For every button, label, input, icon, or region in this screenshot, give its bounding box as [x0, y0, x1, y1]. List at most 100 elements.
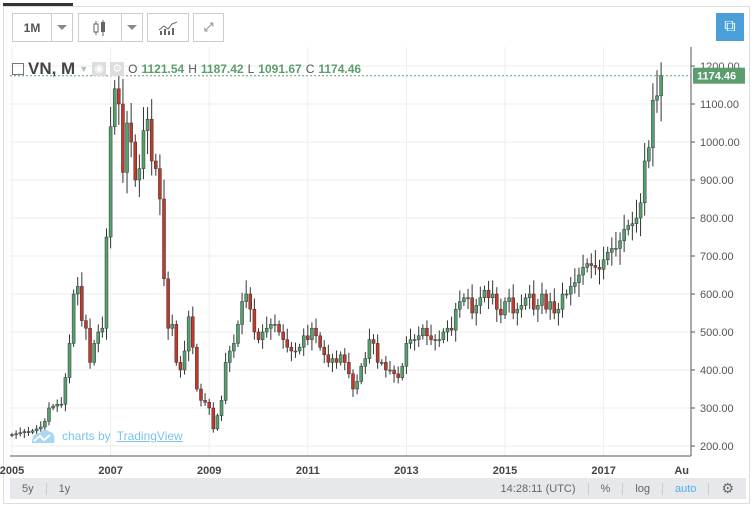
indicators-icon: [158, 21, 178, 35]
candle-body: [55, 403, 59, 407]
candle-body: [322, 346, 326, 356]
watermark-prefix: charts by: [62, 429, 111, 443]
candle-body: [178, 362, 183, 371]
candle-body: [182, 350, 187, 371]
candle-body: [34, 428, 39, 432]
candle-body: [593, 265, 598, 268]
candle-body: [634, 217, 639, 224]
tradingview-watermark[interactable]: charts by TradingView: [30, 427, 183, 445]
popout-button[interactable]: ⧉: [716, 13, 744, 41]
candle-body: [495, 293, 499, 310]
candle-body: [462, 297, 466, 302]
x-tick-label: 2013: [394, 465, 418, 477]
last-price-label: 1174.46: [697, 71, 736, 83]
tradingview-link[interactable]: TradingView: [116, 429, 183, 443]
percent-button[interactable]: %: [589, 482, 624, 495]
candle-body: [441, 331, 446, 340]
candle-body: [564, 293, 569, 296]
candle-body: [548, 301, 552, 310]
candle-body: [425, 327, 429, 337]
candle-body: [252, 308, 257, 333]
y-tick-label: 1100.00: [700, 99, 739, 111]
candle-body: [585, 263, 589, 268]
auto-button[interactable]: auto: [663, 482, 710, 495]
candle-body: [400, 365, 405, 378]
candle-body: [326, 354, 331, 363]
candlestick-icon: [93, 19, 105, 36]
candle-body: [490, 293, 495, 299]
candle-body: [18, 432, 22, 435]
candle-body: [195, 346, 199, 390]
tab-indicator: [3, 3, 73, 6]
candle-body: [14, 433, 18, 436]
candle-body: [503, 301, 507, 316]
candle-body: [256, 331, 261, 340]
candle-body: [240, 301, 244, 325]
candle-body: [605, 251, 610, 261]
x-tick-label: 2007: [98, 465, 122, 477]
low-label: L: [247, 62, 255, 76]
candle-body: [416, 335, 421, 340]
candle-body: [396, 373, 400, 378]
candle-body: [589, 263, 594, 266]
candle-body: [540, 293, 544, 306]
candle-body: [318, 335, 322, 348]
candle-body: [363, 358, 368, 367]
x-tick-label: 2009: [197, 465, 221, 477]
close-value: 1174.46: [318, 62, 362, 76]
candle-body: [162, 198, 166, 280]
clock-label: 14:28:11 (UTC): [489, 482, 589, 495]
chart-type-dropdown[interactable]: [121, 13, 143, 42]
candle-body: [277, 324, 281, 333]
indicators-button[interactable]: [147, 13, 189, 42]
candle-body: [244, 293, 248, 302]
candle-body: [297, 346, 302, 352]
range-1y-button[interactable]: 1y: [58, 482, 71, 495]
candle-body: [191, 316, 195, 348]
candle-body: [104, 236, 109, 329]
interval-label: 1M: [23, 20, 41, 35]
candle-body: [174, 324, 179, 363]
candle-body: [211, 407, 216, 430]
candle-body: [223, 362, 228, 401]
candle-body: [655, 95, 659, 101]
y-tick-label: 300.00: [700, 403, 734, 415]
symbol-menu-icon[interactable]: ▼: [79, 64, 89, 74]
candle-body: [236, 324, 240, 344]
candle-body: [601, 259, 606, 270]
candle-body: [154, 160, 158, 169]
candle-body: [338, 354, 343, 363]
candle-body: [421, 327, 425, 337]
candle-body: [614, 248, 618, 250]
collapse-icon[interactable]: [12, 63, 24, 75]
candle-body: [47, 407, 51, 422]
x-tick-label: 2011: [296, 465, 320, 477]
candle-body: [618, 240, 622, 249]
chart-type-button[interactable]: [78, 13, 122, 42]
candle-body: [437, 339, 442, 341]
candle-body: [63, 377, 68, 405]
candle-body: [408, 339, 413, 344]
candle-body: [219, 400, 224, 416]
candle-body: [92, 343, 96, 363]
candle-body: [367, 339, 372, 359]
range-5y-button[interactable]: 5y: [10, 482, 47, 495]
candle-body: [306, 335, 310, 340]
symbol-label[interactable]: VN, M: [28, 59, 76, 78]
candle-body: [30, 430, 35, 433]
candle-body: [470, 297, 474, 314]
candle-body: [404, 343, 409, 367]
y-tick-label: 500.00: [700, 327, 734, 339]
interval-dropdown[interactable]: [51, 13, 73, 42]
visibility-icon[interactable]: ◉: [92, 62, 107, 76]
candle-body: [392, 369, 396, 375]
candle-body: [412, 339, 417, 341]
fullscreen-button[interactable]: ⤢: [193, 13, 224, 42]
gear-icon[interactable]: ⚙: [110, 62, 125, 76]
candle-body: [458, 301, 462, 310]
candle-body: [499, 308, 503, 316]
y-tick-label: 400.00: [700, 365, 734, 377]
log-button[interactable]: log: [623, 482, 664, 495]
settings-gear-icon[interactable]: ⚙: [721, 480, 734, 496]
